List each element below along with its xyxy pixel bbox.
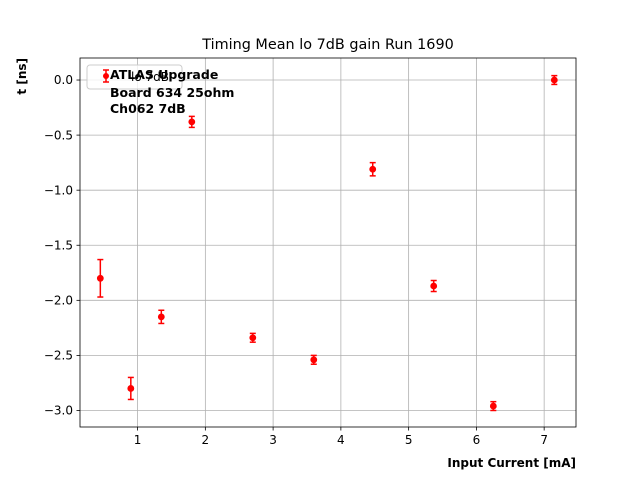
annotation-block: ATLAS Upgrade Board 634 25ohm Ch062 7dB — [110, 67, 234, 116]
x-axis-title: Input Current [mA] — [447, 456, 576, 470]
legend: lo 7dB — [86, 64, 183, 90]
y-tick-label: −0.5 — [44, 128, 73, 142]
ticks: 1 2 3 4 5 6 7 0.0 −0.5 −1.0 −1.5 −2.0 −2.5 −3.0 — [44, 73, 548, 447]
data-point — [127, 385, 135, 392]
plot-frame — [79, 57, 577, 428]
x-tick-label: 4 — [337, 433, 345, 447]
data-point — [550, 76, 558, 84]
y-tick-label: −3.0 — [44, 404, 73, 418]
plot-area — [80, 58, 576, 427]
annotation-line-3: Ch062 7dB — [110, 101, 186, 116]
y-tick-label: −1.5 — [44, 238, 73, 252]
y-tick-label: 0.0 — [54, 73, 73, 87]
legend-point — [103, 73, 109, 79]
y-axis-title: t [ns] — [15, 58, 29, 95]
x-tick-label: 5 — [405, 433, 413, 447]
legend-marker-icon — [103, 69, 109, 83]
data-point — [369, 165, 377, 173]
data-point — [489, 402, 497, 410]
chart-title: Timing Mean lo 7dB gain Run 1690 — [201, 37, 454, 53]
data-series — [96, 74, 558, 412]
data-point — [96, 274, 104, 282]
data-point — [188, 118, 196, 126]
x-tick-label: 6 — [473, 433, 481, 447]
x-tick-label: 3 — [269, 433, 277, 447]
y-tick-label: −2.0 — [44, 294, 73, 308]
data-point — [430, 282, 438, 290]
legend-box — [86, 64, 183, 90]
legend-label: lo 7dB — [131, 70, 169, 84]
x-tick-label: 2 — [202, 433, 210, 447]
data-point — [249, 334, 257, 342]
data-point — [157, 313, 165, 321]
annotation-line-2: Board 634 25ohm — [110, 85, 234, 100]
data-point — [310, 356, 318, 364]
y-tick-label: −2.5 — [44, 349, 73, 363]
x-tick-label: 7 — [540, 433, 548, 447]
x-tick-label: 1 — [134, 433, 142, 447]
y-tick-label: −1.0 — [44, 183, 73, 197]
annotation-line-1: ATLAS Upgrade — [110, 67, 218, 82]
